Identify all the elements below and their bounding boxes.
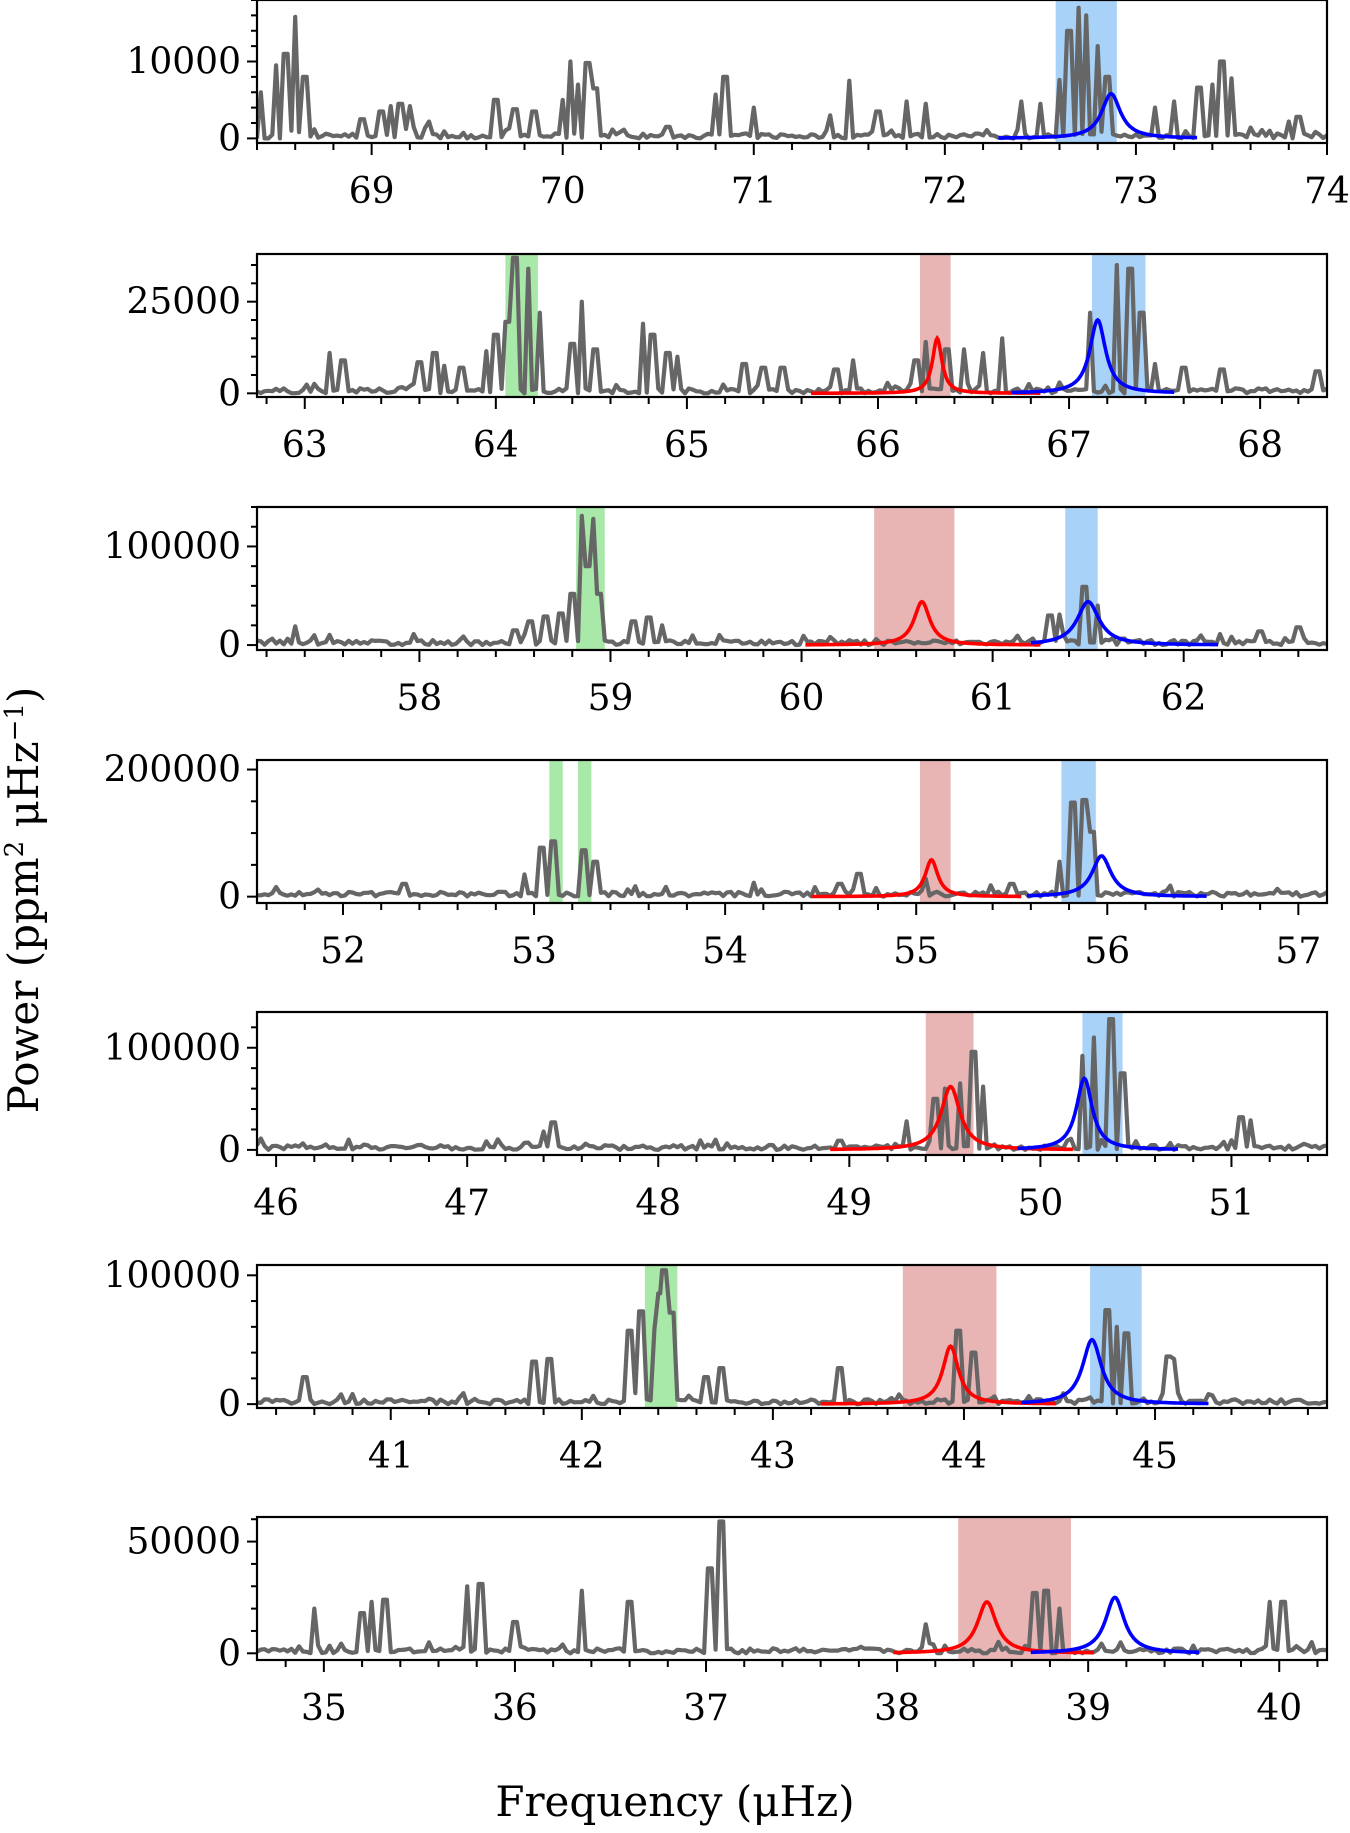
- y-tick-label: 0: [218, 1633, 241, 1674]
- axes-frame: [255, 1263, 1329, 1410]
- x-tick-label: 61: [970, 678, 1016, 719]
- highlight-band-l0: [958, 1517, 1071, 1660]
- y-tick-label: 0: [218, 373, 241, 414]
- fit-curve-l0: [820, 1344, 1056, 1406]
- fit-curve-l1: [1030, 599, 1219, 647]
- y-tick-label: 10000: [126, 42, 241, 83]
- panel-4: 52 53 54 55 56 57 0 200000: [104, 750, 1329, 972]
- spectrum-line: [257, 1268, 1327, 1407]
- fit-curve-l0: [811, 334, 1041, 395]
- x-tick-label: 67: [1046, 425, 1092, 466]
- x-tick-label: 50: [1017, 1183, 1063, 1224]
- panel-6: 41 42 43 44 45 0 100000: [104, 1255, 1329, 1477]
- panel-3: 58 59 60 61 62 0 100000: [104, 505, 1329, 719]
- panel-5: 46 47 48 49 50 51 0 100000: [104, 1010, 1329, 1224]
- x-tick-label: 72: [922, 171, 968, 212]
- x-tick-label: 51: [1209, 1183, 1255, 1224]
- x-tick-label: 68: [1237, 425, 1283, 466]
- axes-frame: [255, 1515, 1329, 1662]
- x-tick-label: 56: [1084, 931, 1130, 972]
- highlight-band-l2: [549, 760, 563, 903]
- x-tick-label: 41: [368, 1436, 414, 1477]
- x-tick-label: 44: [941, 1436, 987, 1477]
- x-tick-label: 73: [1113, 171, 1159, 212]
- axes-frame: [255, 505, 1329, 652]
- x-tick-label: 65: [664, 425, 710, 466]
- spectrum-line: [257, 797, 1327, 899]
- x-tick-label: 42: [559, 1436, 605, 1477]
- fit-curve-l1: [1011, 317, 1175, 395]
- highlight-band-l0: [902, 1265, 997, 1408]
- x-tick-label: 43: [750, 1436, 796, 1477]
- x-tick-label: 69: [349, 171, 395, 212]
- y-tick-label: 0: [218, 1130, 241, 1171]
- y-tick-label: 100000: [104, 1255, 241, 1296]
- x-tick-label: 52: [320, 931, 366, 972]
- x-tick-label: 35: [301, 1688, 347, 1729]
- x-tick-label: 59: [588, 678, 634, 719]
- x-tick-label: 57: [1275, 931, 1321, 972]
- x-tick-label: 37: [683, 1688, 729, 1729]
- panel-2: 63 64 65 66 67 68 0 25000: [126, 252, 1329, 466]
- x-tick-label: 58: [397, 678, 443, 719]
- x-tick-label: 38: [874, 1688, 920, 1729]
- spectrum-line: [257, 255, 1327, 396]
- x-tick-label: 47: [444, 1183, 490, 1224]
- y-tick-label: 50000: [126, 1522, 241, 1563]
- x-tick-label: 53: [511, 931, 557, 972]
- axes-frame: [255, 252, 1329, 399]
- fit-curve-l1: [998, 91, 1198, 140]
- fit-curve-l1: [1021, 1337, 1209, 1406]
- x-tick-label: 36: [492, 1688, 538, 1729]
- axes-frame: [255, 1010, 1329, 1157]
- x-tick-label: 70: [540, 171, 586, 212]
- x-tick-label: 46: [253, 1183, 299, 1224]
- x-tick-label: 63: [282, 425, 328, 466]
- x-tick-label: 60: [779, 678, 825, 719]
- x-tick-label: 55: [893, 931, 939, 972]
- fit-curve-l1: [1030, 1595, 1199, 1655]
- y-axis-title: Power (ppm2 μHz−1): [0, 687, 48, 1114]
- x-tick-label: 48: [635, 1183, 681, 1224]
- y-tick-label: 0: [218, 118, 241, 159]
- x-tick-label: 39: [1065, 1688, 1111, 1729]
- panel-1: 69 70 71 72 73 74 0 10000: [126, 0, 1350, 212]
- highlight-band-l0: [874, 507, 955, 650]
- fit-curve-l0: [811, 857, 1022, 899]
- y-tick-label: 200000: [104, 750, 241, 791]
- axes-frame: [255, 758, 1329, 905]
- x-tick-label: 54: [702, 931, 748, 972]
- x-tick-label: 66: [855, 425, 901, 466]
- x-tick-label: 71: [731, 171, 777, 212]
- y-tick-label: 100000: [104, 526, 241, 567]
- fit-curve-l1: [1027, 854, 1207, 898]
- x-tick-label: 62: [1161, 678, 1207, 719]
- spectrum-line: [257, 513, 1327, 648]
- x-tick-label: 64: [473, 425, 519, 466]
- x-tick-label: 45: [1132, 1436, 1178, 1477]
- y-tick-label: 0: [218, 1384, 241, 1425]
- x-tick-label: 74: [1304, 171, 1350, 212]
- y-tick-label: 100000: [104, 1028, 241, 1069]
- spectrum-line: [257, 1519, 1327, 1656]
- x-tick-label: 49: [826, 1183, 872, 1224]
- y-tick-label: 0: [218, 877, 241, 918]
- spectrum-line: [257, 1017, 1327, 1152]
- spectrum-line: [257, 5, 1327, 141]
- fit-curve-l1: [1017, 1076, 1179, 1151]
- x-axis-title: Frequency (μHz): [495, 1777, 854, 1826]
- y-tick-label: 25000: [126, 282, 241, 323]
- x-tick-label: 40: [1256, 1688, 1302, 1729]
- panel-7: 35 36 37 38 39 40 0 50000: [126, 1515, 1329, 1729]
- axes-frame: [255, 0, 1329, 145]
- fit-curve-l0: [805, 599, 1041, 647]
- y-tick-label: 0: [218, 625, 241, 666]
